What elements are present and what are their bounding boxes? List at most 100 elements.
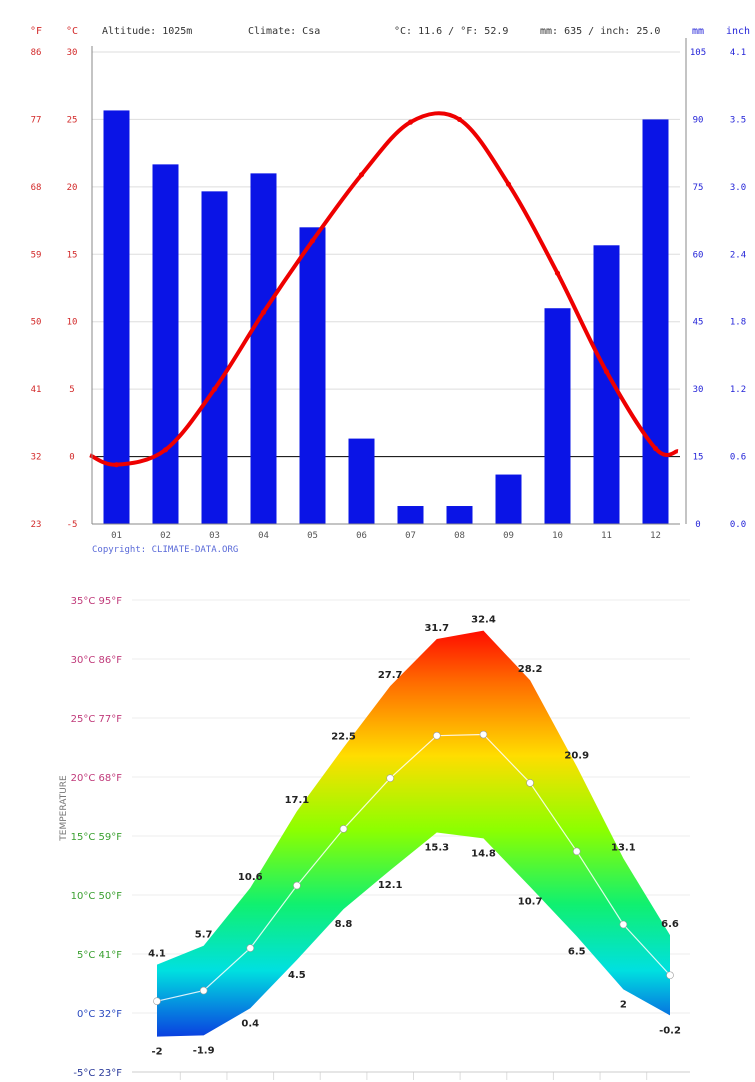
tick-label-mm: 90 xyxy=(693,115,704,125)
y-tick-label: 15°C 59°F xyxy=(71,832,123,843)
tick-label-inch: 3.0 xyxy=(730,183,746,193)
tick-label-mm: 45 xyxy=(693,318,704,328)
tick-label-c: -5 xyxy=(67,520,78,530)
temperature-range-chart: 4.1 5.7 10.6 17.1 22.5 27.7 31.7 32.4 28.2 20.9 13… xyxy=(59,596,690,1080)
precipitation-bar xyxy=(495,474,522,524)
temperature-point xyxy=(652,445,659,452)
precipitation-bar xyxy=(446,506,473,524)
max-value-label: 5.7 xyxy=(195,930,213,941)
temperature-point xyxy=(260,309,267,315)
precipitation-bar xyxy=(348,438,375,524)
temperature-band xyxy=(157,630,670,1037)
month-tick-label: 09 xyxy=(503,531,514,541)
month-tick-label: 05 xyxy=(307,531,318,541)
tick-label-inch: 0.6 xyxy=(730,453,746,463)
min-value-label: 6.5 xyxy=(568,946,586,957)
precipitation-bar xyxy=(201,191,228,524)
temperature-line xyxy=(89,111,679,468)
tick-label-f: 59 xyxy=(31,250,42,260)
temperature-point xyxy=(603,369,610,375)
month-tick-label: 01 xyxy=(111,531,122,541)
max-value-label: 10.6 xyxy=(238,872,263,883)
mean-line xyxy=(156,733,671,1002)
temp-summary-text: °C: 11.6 / °F: 52.9 xyxy=(394,26,508,37)
tick-label-mm: 105 xyxy=(690,48,706,58)
climate-text: Climate: Csa xyxy=(248,26,320,37)
max-value-label: 20.9 xyxy=(564,750,589,761)
temperature-point xyxy=(456,116,463,123)
tick-label-c: 10 xyxy=(67,318,78,328)
month-tick-label: 02 xyxy=(160,531,171,541)
temperature-point xyxy=(309,238,316,244)
mean-point xyxy=(526,779,534,787)
month-tick-label: 06 xyxy=(356,531,367,541)
axes: -5°C 23°F 0°C 32°F 5°C 41°F 10°C 50°F 15°C 5… xyxy=(71,596,690,1079)
mean-point xyxy=(153,997,161,1006)
temperature-point xyxy=(554,270,561,276)
max-value-label: 22.5 xyxy=(331,732,356,743)
max-value-label: 28.2 xyxy=(518,664,543,675)
mean-point xyxy=(619,920,628,929)
mean-point xyxy=(293,881,301,890)
min-value-label: 12.1 xyxy=(378,880,403,891)
temperature-point xyxy=(211,386,218,392)
axis-labels: -5 23 0 32 5 41 10 50 15 59 20 68 25 77 30 86 0 0.0 15 0.6 3… xyxy=(31,48,747,541)
temperature-point xyxy=(358,172,365,178)
tick-label-c: 15 xyxy=(67,250,78,260)
tick-label-f: 41 xyxy=(31,385,42,395)
tick-label-inch: 1.8 xyxy=(730,318,746,328)
y-tick-label: 35°C 95°F xyxy=(71,596,123,607)
tick-label-inch: 3.5 xyxy=(730,115,746,125)
tick-label-f: 50 xyxy=(31,318,42,328)
min-value-label: 0.4 xyxy=(241,1018,259,1029)
temperature-point xyxy=(407,119,414,125)
altitude-text: Altitude: 1025m xyxy=(102,26,192,37)
y-tick-label: 10°C 50°F xyxy=(71,891,123,902)
mean-point xyxy=(386,774,394,782)
max-value-label: 27.7 xyxy=(378,670,403,681)
month-tick-label: 11 xyxy=(601,531,612,541)
temperature-point xyxy=(505,181,512,187)
tick-label-c: 0 xyxy=(69,453,74,463)
value-labels: 4.1 5.7 10.6 17.1 22.5 27.7 31.7 32.4 28.2 20.9 13… xyxy=(148,615,681,1058)
tick-label-c: 5 xyxy=(69,385,74,395)
temperature-point xyxy=(162,447,169,453)
precip-summary-text: mm: 635 / inch: 25.0 xyxy=(540,26,660,37)
month-tick-label: 10 xyxy=(552,531,563,541)
mean-temperature-line xyxy=(153,730,674,1006)
max-value-label: 31.7 xyxy=(424,623,449,634)
precipitation-bar xyxy=(544,308,571,524)
min-value-label: 2 xyxy=(620,999,627,1010)
mean-point xyxy=(246,944,255,952)
max-value-label: 6.6 xyxy=(661,919,679,930)
mean-point xyxy=(199,986,208,995)
y-tick-label: 0°C 32°F xyxy=(77,1009,122,1020)
tick-label-c: 25 xyxy=(67,115,78,125)
min-value-label: 14.8 xyxy=(471,848,496,859)
axes xyxy=(91,38,687,525)
unit-inch-label: inch xyxy=(726,26,750,37)
tick-label-f: 77 xyxy=(31,115,42,125)
tick-label-mm: 30 xyxy=(693,385,704,395)
y-tick-label: 20°C 68°F xyxy=(71,773,123,784)
precipitation-bar xyxy=(642,119,669,524)
temperature-point xyxy=(113,462,120,468)
min-value-label: 4.5 xyxy=(288,970,306,981)
min-value-label: -2 xyxy=(151,1047,162,1058)
min-value-label: -0.2 xyxy=(659,1025,681,1036)
max-value-label: 4.1 xyxy=(148,949,166,960)
tick-label-f: 86 xyxy=(31,48,42,58)
climate-chart: -5 23 0 32 5 41 10 50 15 59 20 68 25 77 30 86 0 0.0 15 0.6 3… xyxy=(30,26,750,555)
max-value-label: 32.4 xyxy=(471,615,496,626)
tick-label-f: 23 xyxy=(31,520,42,530)
tick-label-mm: 0 xyxy=(695,520,700,530)
max-value-label: 13.1 xyxy=(611,842,636,853)
mean-point xyxy=(433,731,441,740)
month-tick-label: 03 xyxy=(209,531,220,541)
y-tick-label: 25°C 77°F xyxy=(71,714,123,725)
tick-label-inch: 4.1 xyxy=(730,48,746,58)
unit-c-label: °C xyxy=(66,26,78,37)
tick-label-inch: 2.4 xyxy=(730,250,746,260)
unit-f-label: °F xyxy=(30,26,42,37)
tick-label-f: 68 xyxy=(31,183,42,193)
